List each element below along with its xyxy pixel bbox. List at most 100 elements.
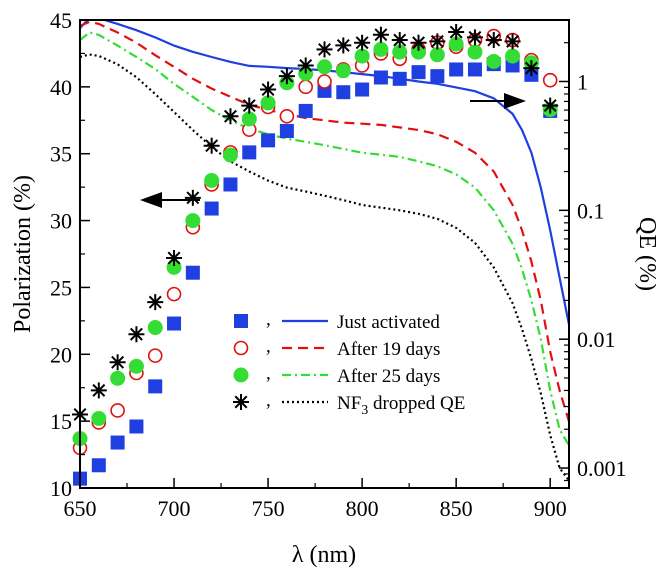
- data-point: [354, 34, 371, 51]
- legend-label: NF3 dropped QE: [337, 393, 465, 418]
- left-tick-label: 10: [50, 476, 72, 501]
- x-tick-label: 800: [346, 496, 379, 521]
- qe-line-4: [80, 53, 569, 482]
- data-point: [241, 97, 258, 114]
- data-point: [354, 48, 370, 64]
- data-point: [335, 37, 352, 54]
- legend-label: Just activated: [337, 312, 440, 333]
- x-tick-label: 750: [252, 496, 285, 521]
- data-point: [128, 358, 144, 374]
- data-point: [429, 47, 445, 63]
- data-point: [110, 435, 125, 450]
- polarization-series-2: [72, 28, 558, 456]
- data-point: [184, 189, 201, 206]
- data-point: [204, 201, 219, 216]
- right-tick-label: 1: [577, 69, 588, 94]
- data-point: [466, 29, 483, 46]
- axis-arrows: [140, 93, 526, 208]
- data-point: [91, 410, 107, 426]
- data-point: [355, 82, 370, 97]
- data-point: [449, 62, 464, 77]
- polarization-series-1: [73, 57, 558, 486]
- data-point: [147, 294, 164, 311]
- data-point: [223, 177, 238, 192]
- legend-entry-1: , Just activated: [234, 309, 440, 333]
- left-tick-label: 20: [50, 342, 72, 367]
- x-tick-label: 850: [440, 496, 473, 521]
- data-point: [467, 62, 482, 77]
- legend-entry-4: , NF3 dropped QE: [233, 390, 465, 418]
- right-tick-label: 0.001: [577, 456, 627, 481]
- data-point: [298, 103, 313, 118]
- data-point: [110, 403, 125, 418]
- data-point: [297, 57, 314, 74]
- data-point: [279, 123, 294, 138]
- data-point: [204, 172, 220, 188]
- polarization-series-4: [72, 24, 559, 423]
- qe-line-2: [80, 20, 569, 422]
- x-tick-label: 900: [534, 496, 567, 521]
- data-point: [317, 59, 332, 75]
- data-point: [505, 48, 521, 64]
- data-point: [485, 32, 502, 49]
- data-point: [316, 41, 333, 58]
- data-point: [430, 69, 445, 84]
- x-tick-label: 700: [158, 496, 191, 521]
- data-point: [148, 379, 163, 394]
- data-point: [166, 286, 182, 302]
- data-point: [109, 354, 126, 371]
- data-point: [392, 71, 407, 86]
- data-point: [203, 137, 220, 154]
- data-point: [129, 419, 144, 434]
- data-point: [373, 41, 389, 57]
- data-point: [147, 320, 163, 336]
- left-tick-label: 30: [50, 209, 72, 234]
- left-tick-label: 45: [50, 8, 72, 33]
- legend-marker: [234, 314, 248, 328]
- legend-label: After 25 days: [337, 366, 440, 387]
- data-point: [241, 111, 257, 127]
- data-point: [166, 259, 182, 275]
- polarization-series-3: [72, 36, 558, 447]
- data-point: [429, 33, 446, 50]
- left-axis-arrow: [140, 192, 200, 208]
- right-axis-arrow: [470, 93, 526, 109]
- data-point: [91, 458, 106, 473]
- data-point: [467, 44, 483, 60]
- legend-separator: ,: [266, 309, 271, 330]
- data-point: [279, 108, 295, 124]
- data-point: [128, 326, 145, 343]
- data-point: [542, 97, 559, 114]
- data-point: [392, 44, 408, 60]
- data-point: [372, 26, 389, 43]
- left-tick-label: 25: [50, 275, 72, 300]
- data-point: [411, 65, 426, 80]
- data-point: [448, 24, 465, 41]
- data-point: [373, 70, 388, 85]
- x-axis-ticks: 650 700 750 800 850 900: [64, 478, 567, 521]
- data-point: [185, 213, 201, 229]
- data-point: [261, 133, 276, 148]
- data-point: [242, 145, 257, 160]
- data-point: [317, 74, 332, 89]
- legend-marker: [233, 394, 249, 410]
- data-point: [260, 81, 277, 98]
- legend-separator: ,: [266, 390, 271, 411]
- legend-marker: [233, 367, 249, 383]
- left-y-axis-ticks: 10 15 20 25 30 35 40 45: [50, 8, 90, 501]
- data-point: [504, 33, 521, 50]
- data-point: [222, 147, 238, 163]
- data-point: [110, 370, 126, 386]
- x-axis-label: λ (nm): [292, 542, 356, 568]
- data-point: [222, 108, 239, 125]
- legend-separator: ,: [266, 336, 271, 357]
- data-point: [147, 348, 163, 363]
- data-point: [486, 53, 502, 69]
- data-point: [448, 36, 464, 52]
- data-point: [90, 382, 107, 399]
- data-point: [391, 32, 408, 49]
- data-point: [167, 316, 182, 331]
- right-y-axis-label: QE (%): [634, 217, 656, 291]
- data-point: [260, 95, 276, 111]
